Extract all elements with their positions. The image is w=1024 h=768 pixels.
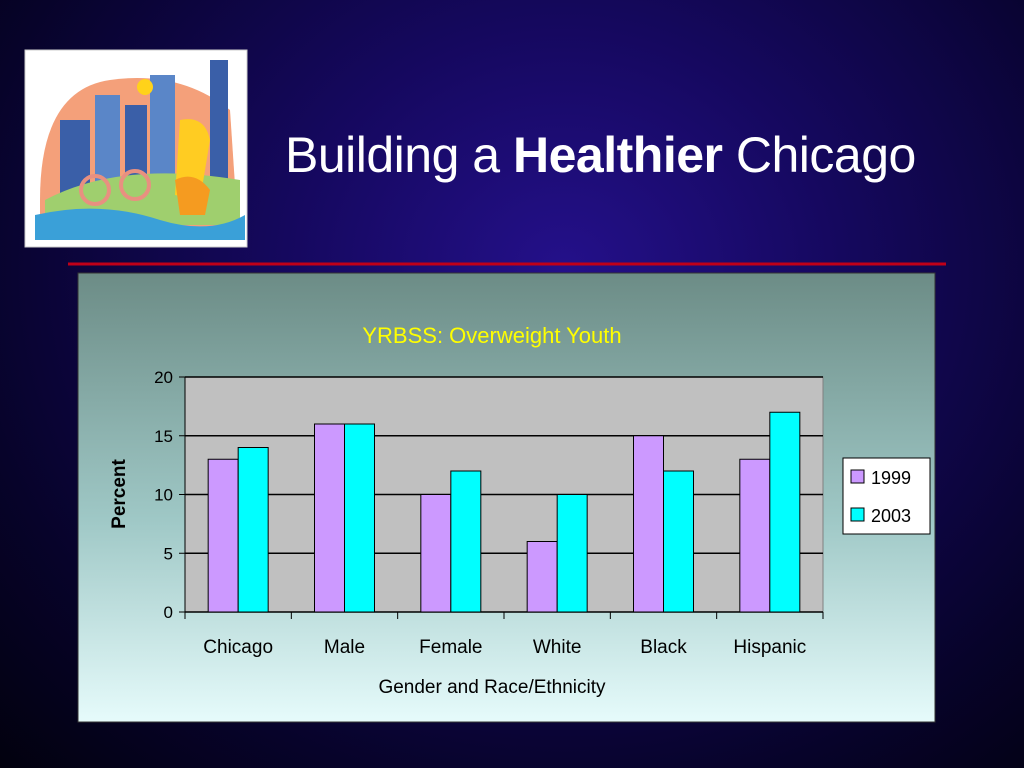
bar <box>237 447 269 613</box>
y-axis-label: Percent <box>109 458 130 528</box>
chart-title: YRBSS: Overweight Youth <box>362 323 621 348</box>
bar <box>556 494 588 613</box>
x-tick-label: Hispanic <box>733 637 806 658</box>
title-part: Chicago <box>735 127 916 183</box>
x-tick-label: White <box>533 637 582 658</box>
title-part: Building a <box>285 127 500 183</box>
x-tick-label: Chicago <box>203 637 273 658</box>
x-tick-label: Female <box>419 637 482 658</box>
y-tick-label: 0 <box>164 603 173 622</box>
x-axis-label: Gender and Race/Ethnicity <box>378 677 606 698</box>
logo <box>24 49 248 248</box>
bar <box>739 458 771 613</box>
bar <box>207 458 239 613</box>
legend-label: 2003 <box>871 506 911 526</box>
legend-swatch <box>850 469 865 484</box>
y-tick-label: 10 <box>154 486 173 505</box>
bar <box>420 494 452 613</box>
bar <box>526 541 558 613</box>
y-tick-label: 20 <box>154 368 173 387</box>
title-part: Healthier <box>513 127 723 183</box>
y-tick-label: 5 <box>164 544 173 563</box>
bar <box>769 411 801 613</box>
slide-title: Building a Healthier Chicago <box>285 126 916 184</box>
bar <box>663 470 694 613</box>
bar <box>314 423 345 613</box>
bar <box>450 470 482 613</box>
y-tick-label: 15 <box>154 427 173 446</box>
x-tick-label: Male <box>324 637 365 658</box>
bar <box>344 423 375 613</box>
legend-swatch <box>850 507 865 522</box>
legend-label: 1999 <box>871 468 911 488</box>
bar <box>633 435 664 613</box>
x-tick-label: Black <box>640 637 687 658</box>
